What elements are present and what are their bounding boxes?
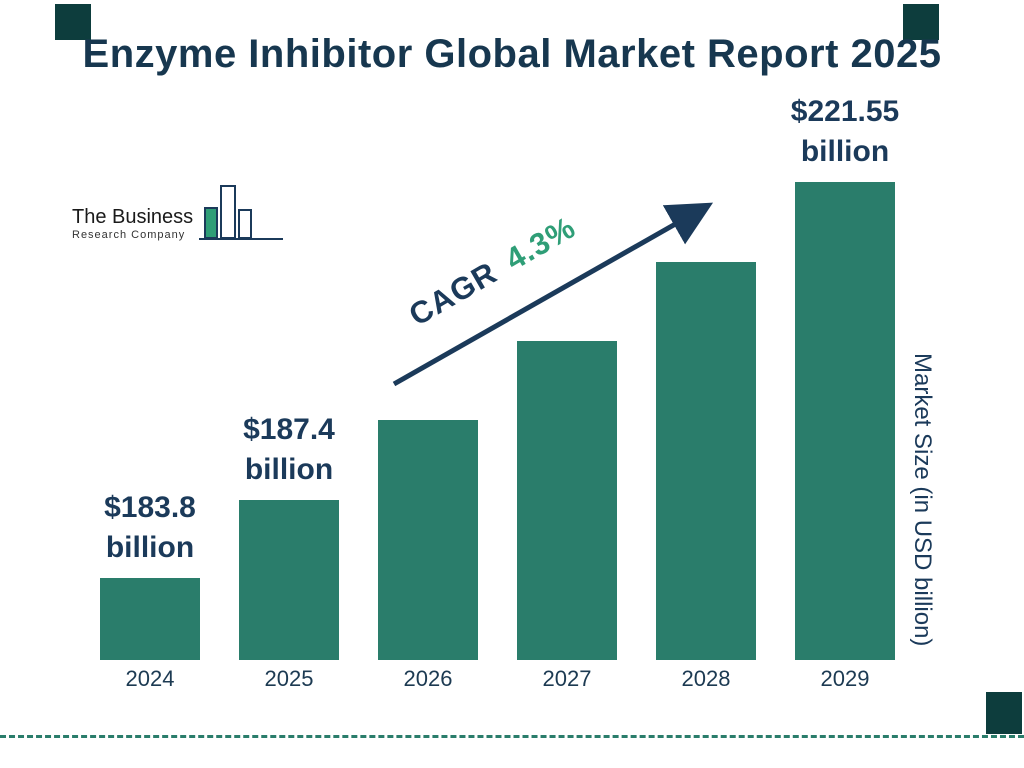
- corner-accent-top-right: [903, 4, 939, 40]
- corner-accent-bottom-right: [986, 692, 1022, 734]
- x-axis-label: 2027: [542, 666, 592, 691]
- bottom-dashed-divider: [0, 735, 1024, 738]
- logo-line1: The Business: [72, 206, 194, 228]
- chart-title: Enzyme Inhibitor Global Market Report 20…: [82, 32, 942, 76]
- bar-value-line2: billion: [244, 453, 334, 487]
- bar-value-line1: $187.4: [243, 413, 335, 447]
- x-axis-label: 2026: [403, 666, 453, 691]
- y-axis-label: Market Size (in USD billion): [909, 353, 936, 647]
- x-axis-label: 2024: [125, 666, 175, 691]
- x-axis-label: 2029: [820, 666, 870, 691]
- bar-value-label: $183.8 billion: [75, 488, 225, 568]
- company-logo: The Business Research Company: [72, 182, 285, 247]
- bar-value-line1: $221.55: [790, 95, 900, 129]
- bar-value-label: $187.4 billion: [214, 410, 364, 490]
- logo-line2: Research Company: [72, 229, 186, 241]
- corner-accent-top-left: [55, 4, 91, 40]
- cagr-trend-arrow: [392, 202, 714, 387]
- bar: [378, 420, 478, 660]
- bar: [656, 262, 756, 660]
- bar-chart-logo-icon: [199, 182, 285, 247]
- logo-text: The Business Research Company: [72, 206, 193, 247]
- bar-value-line2: billion: [105, 531, 195, 565]
- bar-value-line1: $183.8: [104, 491, 196, 525]
- x-axis-label: 2025: [264, 666, 314, 691]
- x-axis-label: 2028: [681, 666, 731, 691]
- bar-value-line2: billion: [800, 135, 890, 169]
- bar: [795, 182, 895, 660]
- bar: [100, 578, 200, 660]
- bar: [517, 341, 617, 660]
- bar: [239, 500, 339, 660]
- bar-value-label: $221.55 billion: [770, 92, 920, 172]
